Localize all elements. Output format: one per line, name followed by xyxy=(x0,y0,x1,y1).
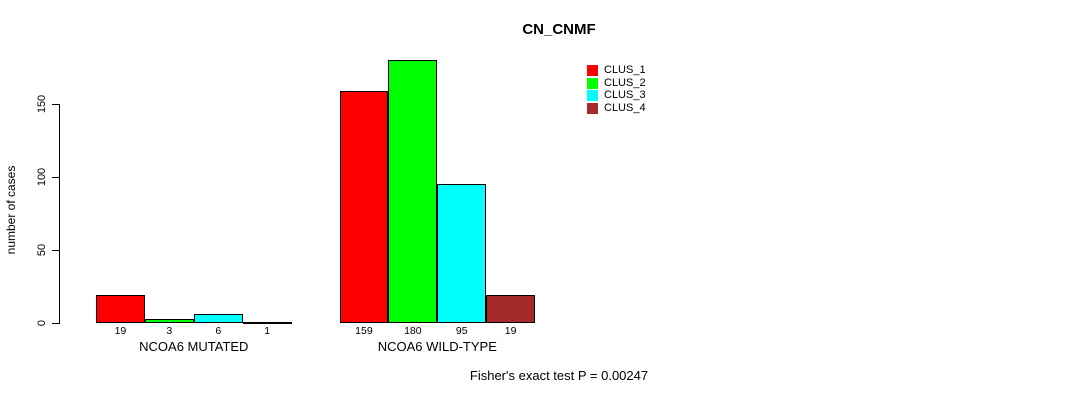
stat-annotation: Fisher's exact test P = 0.00247 xyxy=(469,368,649,383)
legend-swatch-clus-1 xyxy=(587,65,598,76)
group-label: NCOA6 WILD-TYPE xyxy=(377,339,497,354)
legend-item-clus-1: CLUS_1 xyxy=(587,65,646,76)
y-tick-mark xyxy=(52,250,59,251)
bar-value-label: 3 xyxy=(166,325,173,337)
bar-clus-3-group0 xyxy=(193,314,243,323)
group-label: NCOA6 MUTATED xyxy=(139,339,249,354)
y-tick-label: 0 xyxy=(36,319,48,327)
bar-clus-1-group0 xyxy=(96,295,145,323)
bar-value-label: 19 xyxy=(504,325,517,337)
y-tick-mark xyxy=(52,323,59,324)
bar-value-label: 19 xyxy=(114,325,127,337)
legend-label: CLUS_3 xyxy=(604,89,646,102)
bar-clus-4-group1 xyxy=(486,295,536,323)
y-tick-label: 100 xyxy=(36,167,48,187)
legend-label: CLUS_2 xyxy=(604,76,646,89)
legend-item-clus-4: CLUS_4 xyxy=(587,102,646,115)
y-tick-label: 150 xyxy=(36,94,48,114)
bar-clus-2-group1 xyxy=(388,60,438,323)
bar-value-label: 1 xyxy=(264,325,271,337)
bar-clus-4-group0 xyxy=(242,321,292,324)
y-tick-mark xyxy=(52,104,59,105)
bar-value-label: 95 xyxy=(455,325,468,337)
legend-item-clus-3: CLUS_3 xyxy=(587,89,646,102)
bar-clus-2-group0 xyxy=(144,318,194,323)
y-axis-label: number of cases xyxy=(4,165,18,255)
legend-label: CLUS_4 xyxy=(604,102,646,115)
bar-value-label: 180 xyxy=(404,325,422,337)
legend-label: CLUS_1 xyxy=(604,64,646,76)
legend-item-clus-2: CLUS_2 xyxy=(587,76,646,89)
bar-value-label: 6 xyxy=(215,325,222,337)
legend-swatch-clus-4 xyxy=(587,103,598,115)
chart-title: CN_CNMF xyxy=(522,21,596,38)
y-tick-label: 50 xyxy=(36,243,48,257)
bar-value-label: 159 xyxy=(355,325,373,337)
bar-clus-3-group1 xyxy=(437,184,487,323)
legend-swatch-clus-3 xyxy=(587,90,598,102)
bar-clus-1-group1 xyxy=(339,90,389,323)
legend-swatch-clus-2 xyxy=(587,77,598,89)
y-axis-line xyxy=(59,104,60,324)
y-tick-mark xyxy=(52,177,59,178)
